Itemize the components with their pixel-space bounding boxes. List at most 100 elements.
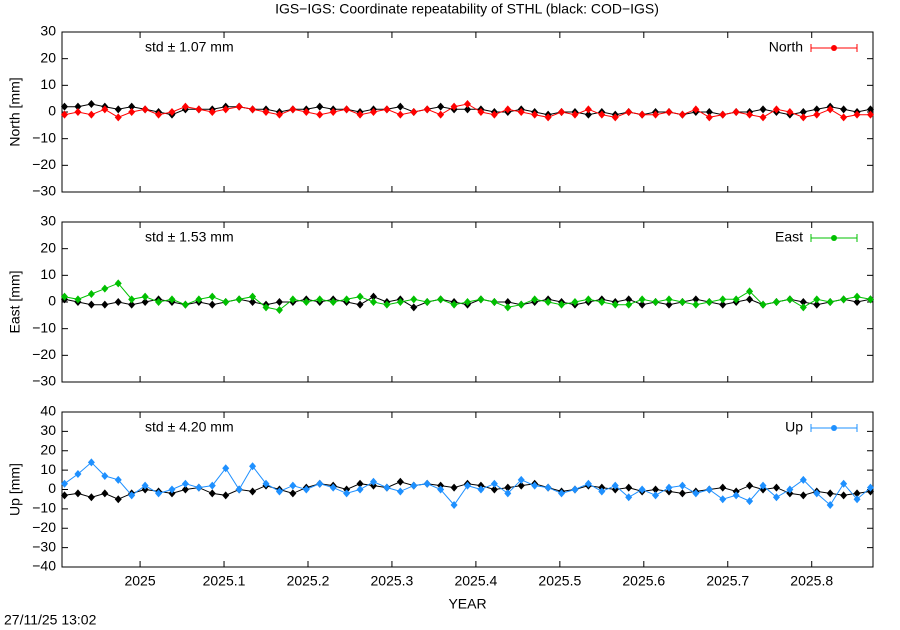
data-point (289, 105, 297, 114)
data-point (504, 489, 512, 498)
data-point (369, 108, 377, 116)
data-point (665, 295, 673, 304)
data-point (786, 485, 794, 494)
data-point (826, 501, 834, 509)
data-point (813, 105, 821, 114)
data-point (638, 295, 646, 304)
data-point (262, 108, 270, 116)
data-point (275, 487, 283, 496)
data-point (504, 303, 512, 312)
legend-dot (831, 235, 837, 241)
x-tick-label: 2025.7 (706, 573, 749, 589)
data-point (87, 100, 95, 108)
data-point (584, 479, 592, 488)
data-point (181, 102, 189, 111)
y-tick-label: 30 (40, 213, 56, 229)
data-point (235, 485, 243, 494)
data-point (128, 491, 136, 500)
data-point (222, 464, 230, 473)
legend-dot (831, 425, 837, 431)
series (61, 279, 874, 314)
data-point (678, 489, 686, 498)
data-point (101, 300, 109, 309)
y-tick-label: 10 (40, 76, 56, 92)
data-point (866, 105, 874, 114)
data-point (638, 110, 646, 119)
data-point (383, 300, 391, 309)
data-point (598, 298, 606, 306)
data-point (584, 295, 592, 304)
data-point (477, 295, 485, 304)
data-point (396, 102, 404, 111)
y-tick-label: 0 (48, 293, 56, 309)
data-point (410, 108, 418, 116)
data-point (208, 489, 216, 498)
data-point (168, 295, 176, 304)
series (61, 100, 874, 122)
data-point (249, 487, 257, 496)
data-point (302, 485, 310, 494)
data-point (396, 487, 404, 496)
data-point (396, 477, 404, 486)
data-point (262, 303, 270, 312)
data-point (450, 483, 458, 492)
series (61, 477, 874, 504)
data-point (114, 279, 122, 288)
data-point (692, 300, 700, 309)
data-point (195, 483, 203, 492)
data-point (61, 110, 69, 119)
data-point (772, 105, 780, 114)
data-point (799, 113, 807, 122)
data-point (329, 298, 337, 306)
data-point (531, 295, 539, 304)
data-point (74, 489, 82, 498)
data-point (840, 491, 848, 500)
data-point (141, 105, 149, 114)
data-point (504, 105, 512, 114)
data-point (517, 481, 525, 490)
data-point (343, 295, 351, 304)
y-tick-label: −10 (32, 500, 56, 516)
data-point (477, 485, 485, 494)
data-point (61, 491, 69, 500)
legend-label: East (775, 229, 803, 245)
data-point (329, 483, 337, 492)
data-point (544, 483, 552, 492)
data-point (343, 489, 351, 498)
data-point (732, 491, 740, 500)
data-point (544, 298, 552, 306)
series (61, 458, 874, 509)
y-tick-label: 20 (40, 441, 56, 457)
y-tick-label: −40 (32, 558, 56, 574)
data-point (87, 458, 95, 467)
data-point (732, 108, 740, 116)
data-point (208, 300, 216, 309)
data-point (74, 295, 82, 304)
data-point (799, 475, 807, 484)
data-point (128, 108, 136, 116)
data-point (746, 287, 754, 296)
data-point (61, 292, 69, 301)
data-point (826, 298, 834, 306)
data-point (746, 110, 754, 119)
data-point (558, 489, 566, 498)
y-tick-label: −30 (32, 183, 56, 199)
y-tick-label: −20 (32, 346, 56, 362)
data-point (826, 489, 834, 498)
data-point (423, 479, 431, 488)
data-point (87, 110, 95, 119)
data-point (356, 292, 364, 301)
data-point (155, 489, 163, 498)
y-tick-label: 30 (40, 422, 56, 438)
data-point (222, 105, 230, 114)
x-tick-label: 2025.4 (454, 573, 497, 589)
data-point (437, 485, 445, 494)
data-point (410, 481, 418, 490)
data-point (759, 113, 767, 122)
data-point (87, 300, 95, 309)
y-tick-label: 10 (40, 461, 56, 477)
data-point (275, 306, 283, 314)
data-point (504, 483, 512, 492)
std-annotation: std ± 4.20 mm (145, 419, 234, 435)
